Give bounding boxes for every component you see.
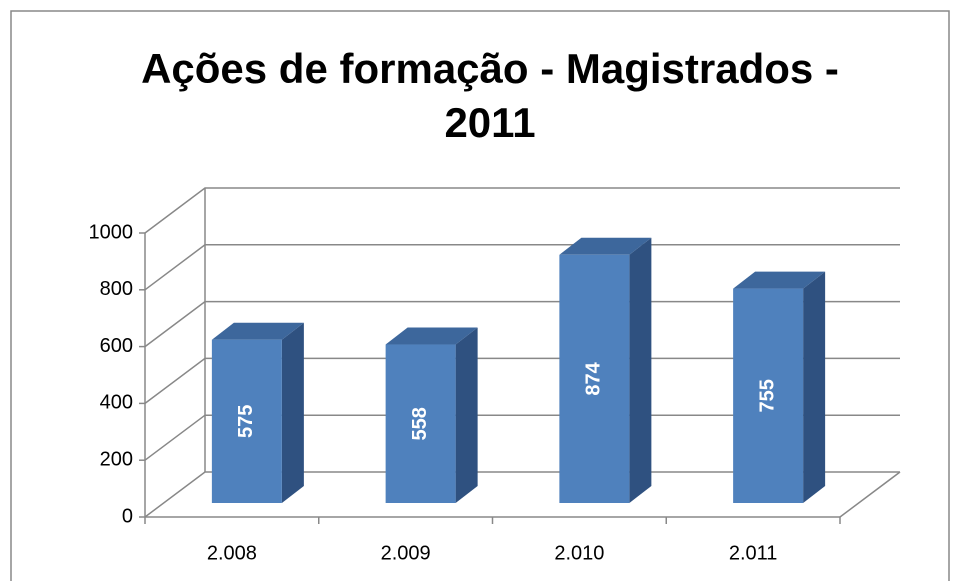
y-tick-label: 0: [122, 505, 133, 527]
bar-front: [385, 344, 456, 503]
grid-line: [144, 414, 900, 461]
grid-line: [144, 187, 900, 234]
value-label: 874: [583, 361, 605, 395]
y-tick-label: 800: [100, 278, 133, 300]
bar-front: [211, 339, 282, 503]
value-label: 558: [409, 407, 431, 440]
bar-top: [385, 327, 478, 345]
grid-line: [144, 357, 900, 404]
floor-edge: [839, 471, 901, 518]
grid-line: [144, 244, 900, 291]
grid-line: [144, 471, 900, 518]
x-tick-label: 2.011: [729, 542, 778, 564]
x-tick-label: 2.008: [207, 542, 257, 564]
bar-side: [281, 322, 304, 503]
bar: [385, 327, 478, 503]
bar: [211, 322, 304, 503]
bar-top: [211, 322, 304, 340]
bar-side: [803, 271, 826, 503]
grid-line: [144, 300, 900, 348]
y-tick-label: 1000: [89, 221, 134, 243]
chart-title: Ações de formação - Magistrados -: [141, 45, 839, 92]
y-tick-label: 200: [100, 448, 133, 470]
value-label: 755: [756, 379, 778, 412]
chart-title-line2: 2011: [444, 99, 535, 146]
bar-top: [559, 237, 652, 255]
bar: [733, 271, 826, 503]
bar: [559, 237, 652, 503]
x-tick-label: 2.009: [381, 542, 431, 564]
y-tick-label: 600: [100, 335, 133, 357]
y-tick-label: 400: [100, 392, 133, 414]
bar-front: [733, 288, 804, 503]
x-tick-label: 2.010: [554, 542, 604, 564]
bar-top: [733, 271, 826, 289]
bar-side: [455, 327, 478, 503]
bar-side: [629, 237, 652, 503]
value-label: 575: [235, 405, 257, 438]
bar-front: [559, 254, 630, 503]
